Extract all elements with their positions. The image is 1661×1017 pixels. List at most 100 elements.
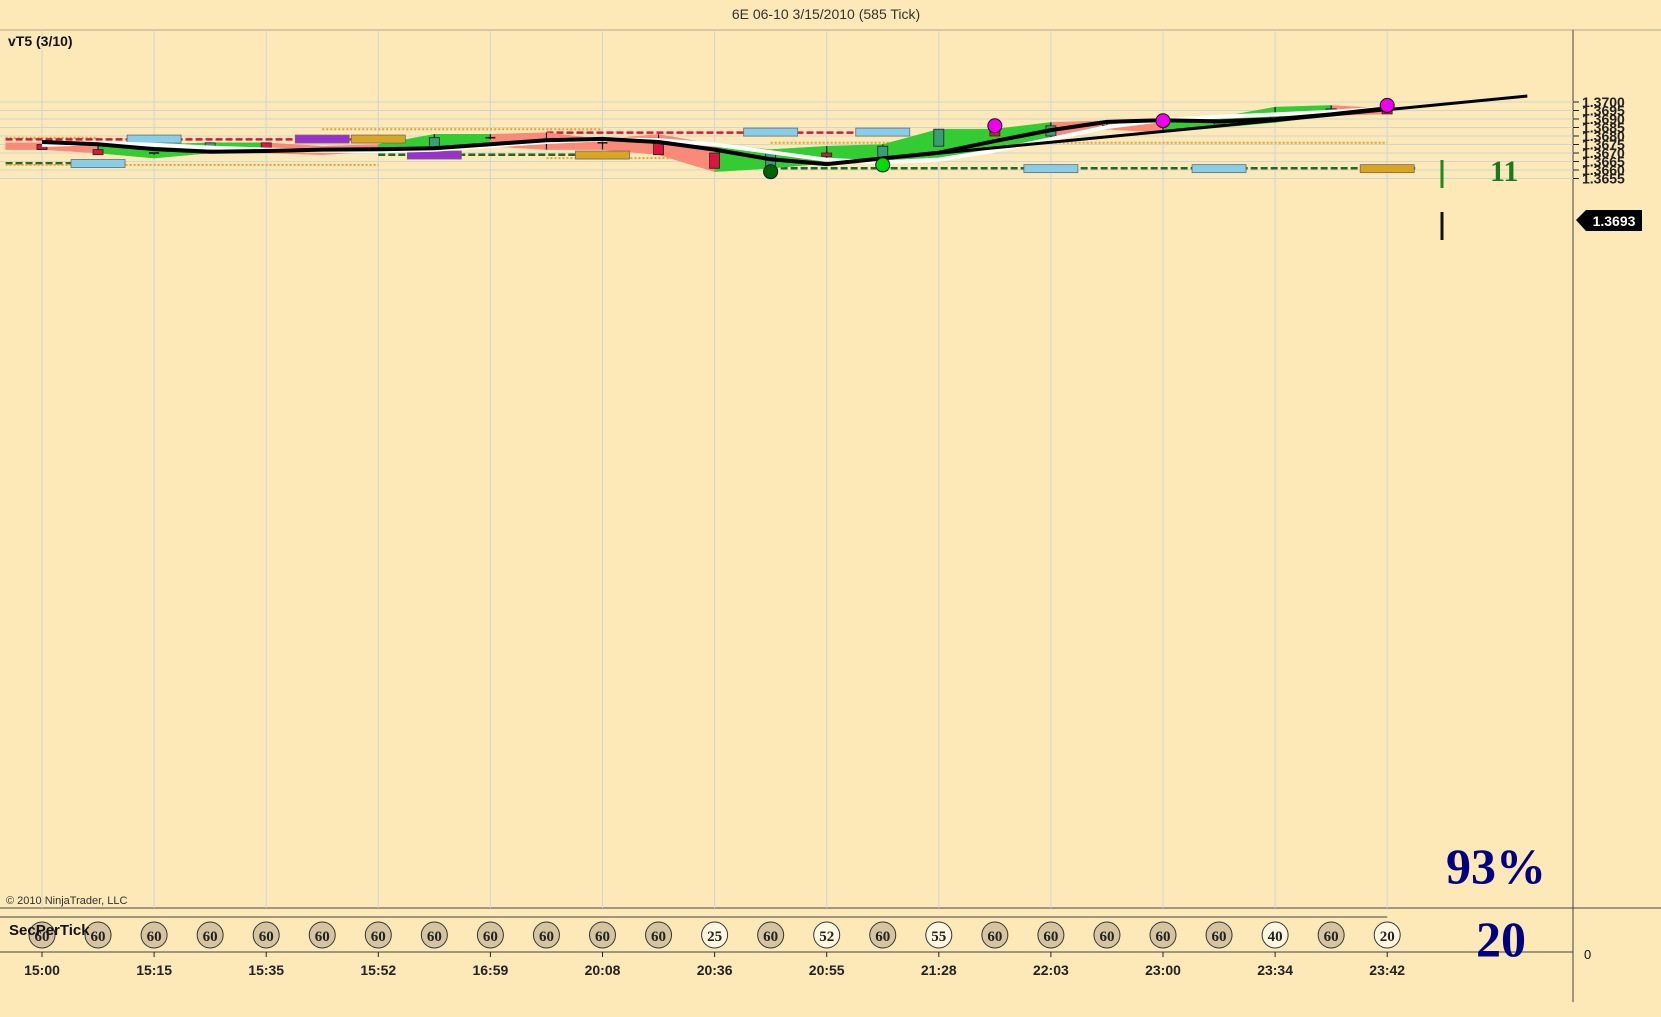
sec-per-tick-value-22: 40 [1268, 929, 1283, 945]
signal-dot-4 [1379, 97, 1395, 113]
sec-per-tick-circle-24 [1373, 921, 1401, 949]
copyright-text: © 2010 NinjaTrader, LLC [6, 895, 127, 907]
time-tick-label-0: 15:00 [24, 962, 60, 978]
level-marker-0 [126, 134, 182, 144]
level-marker-7 [855, 127, 911, 137]
sec-per-tick-value-11: 60 [651, 929, 666, 945]
time-tick-label-9: 22:03 [1033, 962, 1069, 978]
candle-body-11 [653, 142, 664, 156]
sec-per-tick-value-4: 60 [259, 929, 274, 945]
sec-per-tick-value-21: 60 [1212, 929, 1227, 945]
signal-dot-1 [875, 157, 891, 173]
level-marker-6 [743, 127, 799, 137]
subpanel-label: SecPerTick [9, 922, 90, 939]
time-tick-label-5: 20:08 [585, 962, 621, 978]
price-tick-label-8: 1.3695 [1582, 103, 1625, 119]
price-tick-label-0: 1.3655 [1582, 171, 1625, 187]
sec-per-tick-value-10: 60 [595, 929, 610, 945]
sec-per-tick-circle-13 [757, 921, 785, 949]
sec-per-tick-value-9: 60 [539, 929, 554, 945]
sec-per-tick-circle-17 [981, 921, 1009, 949]
price-tick-label-3: 1.3670 [1582, 145, 1625, 161]
level-marker-9 [1191, 164, 1247, 174]
price-tick-label-7: 1.3690 [1582, 111, 1625, 127]
sec-value-readout: 20 [1476, 911, 1526, 967]
sec-per-tick-circle-21 [1205, 921, 1233, 949]
level-marker-1 [294, 134, 350, 144]
sec-per-tick-circle-5 [308, 921, 336, 949]
price-tick-label-1: 1.3660 [1582, 162, 1625, 178]
sec-per-tick-circle-12 [701, 921, 729, 949]
sec-per-tick-circle-4 [252, 921, 280, 949]
sec-per-tick-circle-18 [1037, 921, 1065, 949]
price-axis-ticks: 1.36551.36601.36651.36701.36751.36801.36… [1573, 94, 1625, 187]
percent-readout: 93% [1446, 838, 1546, 894]
signal-dot-2 [987, 118, 1003, 134]
candle-2 [149, 152, 160, 155]
sec-per-tick-circle-6 [364, 921, 392, 949]
subpanel-zero-label: 0 [1584, 947, 1591, 962]
sec-per-tick-value-0: 60 [35, 929, 50, 945]
sec-per-tick-value-5: 60 [315, 929, 330, 945]
sec-per-tick-circle-19 [1093, 921, 1121, 949]
window-title: 6E 06-10 3/15/2010 (585 Tick) [732, 6, 920, 22]
time-tick-label-6: 20:36 [697, 962, 733, 978]
time-axis-ticks: 15:00 15:15 15:35 15:52 16:59 20:08 20:36 20:55… [24, 952, 1405, 978]
candle-body-12 [709, 152, 720, 169]
sec-per-tick-value-20: 60 [1156, 929, 1171, 945]
time-tick-label-3: 15:52 [360, 962, 396, 978]
level-marker-5 [70, 159, 126, 168]
sec-per-tick-value-14: 52 [819, 929, 834, 945]
time-tick-label-12: 23:42 [1369, 962, 1405, 978]
sec-per-tick-circle-0 [28, 921, 56, 949]
level-marker-3 [406, 150, 462, 160]
signal-dots [763, 97, 1395, 180]
sec-per-tick-value-2: 60 [147, 929, 162, 945]
sec-per-tick-value-7: 60 [427, 929, 442, 945]
time-tick-label-11: 23:34 [1257, 962, 1293, 978]
price-tick-label-9: 1.3700 [1582, 94, 1625, 110]
sec-per-tick-value-18: 60 [1043, 929, 1058, 945]
signal-dot-3 [1155, 113, 1171, 129]
trend-line [826, 94, 1528, 166]
sec-per-tick-circle-16 [925, 921, 953, 949]
time-tick-label-8: 21:28 [921, 962, 957, 978]
last-price-label: 1.3693 [1593, 213, 1636, 229]
sec-per-tick-value-3: 60 [203, 929, 218, 945]
time-tick-label-10: 23:00 [1145, 962, 1181, 978]
level-markers [70, 127, 1415, 174]
time-tick-label-7: 20:55 [809, 962, 845, 978]
candle-12 [709, 152, 720, 169]
sec-per-tick-circle-9 [532, 921, 560, 949]
last-price-tag: 1.3693 [1576, 210, 1642, 231]
sec-per-tick-row: 60 60 60 60 60 60 60 60 60 60 60 60 25 60 52 60 55 60 60 60… [0, 916, 1401, 949]
sec-per-tick-circle-23 [1317, 921, 1345, 949]
sec-per-tick-value-12: 25 [707, 929, 722, 945]
sec-per-tick-value-13: 60 [763, 929, 778, 945]
candle-body-1 [92, 149, 104, 156]
sec-per-tick-value-24: 20 [1380, 929, 1395, 945]
time-tick-label-2: 15:35 [248, 962, 284, 978]
sec-per-tick-circle-10 [589, 921, 616, 949]
sec-per-tick-circle-2 [140, 921, 168, 949]
price-tick-label-6: 1.3685 [1582, 120, 1625, 136]
level-marker-10 [1359, 164, 1415, 174]
signal-count: 11 [1490, 155, 1518, 188]
candle-8 [485, 134, 496, 140]
sec-per-tick-value-17: 60 [987, 929, 1002, 945]
sec-per-tick-value-1: 60 [91, 929, 106, 945]
candle-body-14 [821, 152, 833, 157]
sec-per-tick-circle-1 [84, 921, 112, 949]
price-tick-label-5: 1.3680 [1582, 128, 1625, 144]
sec-per-tick-circle-7 [420, 921, 448, 949]
time-tick-label-4: 16:59 [472, 962, 508, 978]
sec-per-tick-value-6: 60 [371, 929, 386, 945]
sec-per-tick-value-23: 60 [1324, 929, 1339, 945]
signal-dot-0 [763, 164, 779, 180]
sec-per-tick-circle-3 [196, 921, 224, 949]
sec-per-tick-circle-22 [1261, 921, 1289, 949]
sec-per-tick-circle-15 [869, 921, 897, 949]
sec-per-tick-value-8: 60 [483, 929, 498, 945]
candle-body-16 [933, 128, 945, 147]
